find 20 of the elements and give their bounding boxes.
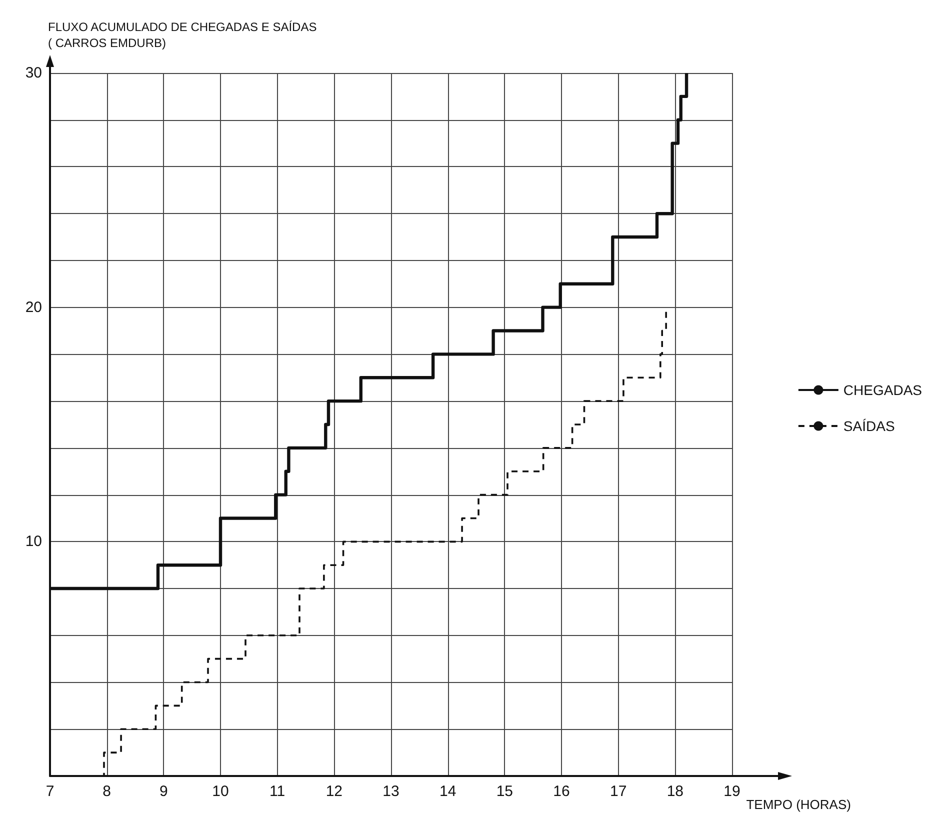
- x-tick-label: 14: [439, 783, 456, 800]
- x-tick-label: 19: [724, 783, 740, 800]
- legend-label: CHEGADAS: [843, 382, 922, 398]
- x-tick-label: 18: [666, 783, 684, 800]
- x-tick-label: 11: [270, 783, 286, 800]
- y-tick-label: 30: [25, 64, 42, 82]
- x-tick-label: 12: [326, 783, 343, 800]
- x-tick-label: 8: [102, 783, 112, 800]
- x-tick-label: 9: [159, 783, 168, 800]
- x-axis-title: TEMPO (HORAS): [746, 797, 851, 812]
- x-tick-label: 17: [610, 783, 627, 800]
- y-tick-label: 10: [25, 533, 42, 550]
- x-tick-label: 10: [212, 783, 229, 800]
- legend-label: SAÍDAS: [843, 418, 895, 434]
- x-tick-label: 7: [46, 783, 54, 800]
- x-tick-label: 16: [553, 783, 570, 800]
- x-tick-label: 15: [496, 783, 514, 800]
- x-tick-label: 13: [382, 783, 400, 800]
- y-axis-title: FLUXO ACUMULADO DE CHEGADAS E SAÍDAS ( CARROS EMDURB): [48, 20, 317, 50]
- y-tick-label: 20: [25, 298, 42, 316]
